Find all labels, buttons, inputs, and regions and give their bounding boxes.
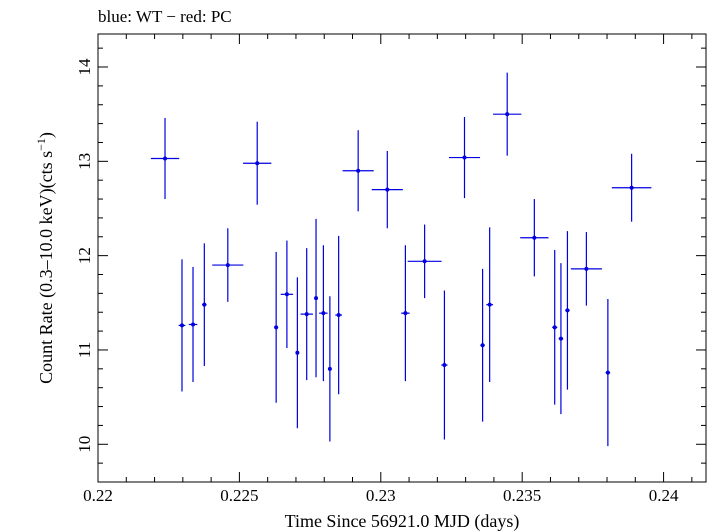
y-tick-label: 14: [75, 58, 94, 76]
point-marker: [385, 187, 390, 192]
point-marker: [179, 323, 184, 328]
data-point: [486, 227, 494, 383]
data-point: [520, 199, 549, 277]
data-point: [295, 277, 300, 429]
point-marker: [295, 350, 300, 355]
point-marker: [356, 168, 361, 173]
point-marker: [505, 112, 510, 117]
y-axis-label-main: Count Rate (0.3–10.0 keV)(cts s: [36, 151, 57, 384]
data-point: [570, 232, 602, 306]
data-point: [401, 245, 410, 382]
point-marker: [605, 370, 610, 375]
data-point: [314, 218, 319, 378]
y-axis-label-sup: −1: [34, 138, 48, 151]
point-marker: [336, 313, 341, 318]
data-point: [441, 290, 448, 440]
point-marker: [480, 343, 485, 348]
data-point: [611, 153, 652, 222]
data-point: [558, 263, 564, 415]
data-point: [342, 130, 374, 212]
point-marker: [552, 325, 557, 330]
data-point: [407, 224, 442, 299]
data-point: [319, 245, 328, 382]
data-point: [274, 251, 279, 403]
data-point: [480, 268, 485, 422]
point-marker: [191, 322, 196, 327]
point-marker: [321, 311, 326, 316]
y-axis-label: Count Rate (0.3–10.0 keV)(cts s−1): [34, 132, 57, 384]
point-marker: [629, 185, 634, 190]
point-marker: [442, 363, 447, 368]
data-point: [178, 259, 186, 392]
data-point: [280, 240, 294, 349]
point-marker: [532, 235, 537, 240]
data-point: [300, 248, 313, 381]
point-marker: [163, 156, 168, 161]
point-marker: [304, 312, 309, 317]
point-marker: [565, 308, 570, 313]
point-marker: [274, 325, 279, 330]
data-point: [493, 72, 522, 156]
x-tick-label: 0.22: [83, 486, 113, 505]
y-tick-label: 11: [75, 342, 94, 358]
y-tick-label: 13: [75, 153, 94, 170]
point-marker: [327, 366, 332, 371]
x-tick-label: 0.235: [503, 486, 541, 505]
point-marker: [255, 161, 260, 166]
data-point: [212, 228, 244, 302]
data-point: [243, 121, 272, 205]
point-marker: [225, 263, 230, 268]
y-tick-label: 10: [75, 436, 94, 453]
data-point: [327, 296, 332, 442]
x-axis-label: Time Since 56921.0 MJD (days): [285, 511, 520, 532]
data-point: [448, 116, 481, 199]
data-point: [335, 235, 343, 395]
x-tick-label: 0.23: [366, 486, 396, 505]
chart-title: blue: WT − red: PC: [98, 7, 232, 26]
data-point: [371, 150, 403, 229]
data-point: [552, 249, 558, 405]
point-marker: [284, 292, 289, 297]
data-point: [188, 266, 198, 383]
data-point: [202, 243, 207, 366]
point-marker: [403, 311, 408, 316]
point-marker: [202, 302, 207, 307]
x-tick-label: 0.225: [220, 486, 258, 505]
axis-ticks: 0.22 0.225 0.23 0.235 0.24 10 11 12 13 14: [75, 34, 706, 505]
point-marker: [462, 155, 467, 160]
data-point: [565, 231, 570, 390]
point-marker: [422, 259, 427, 264]
point-marker: [487, 302, 492, 307]
y-tick-label: 12: [75, 247, 94, 264]
plot-frame: [97, 33, 707, 483]
data-point: [150, 117, 180, 200]
y-axis-label-end: ): [36, 132, 57, 138]
point-marker: [314, 296, 319, 301]
data-point: [605, 299, 611, 447]
x-tick-label: 0.24: [649, 486, 679, 505]
point-marker: [584, 266, 589, 271]
data-points: [150, 72, 652, 447]
point-marker: [558, 336, 563, 341]
